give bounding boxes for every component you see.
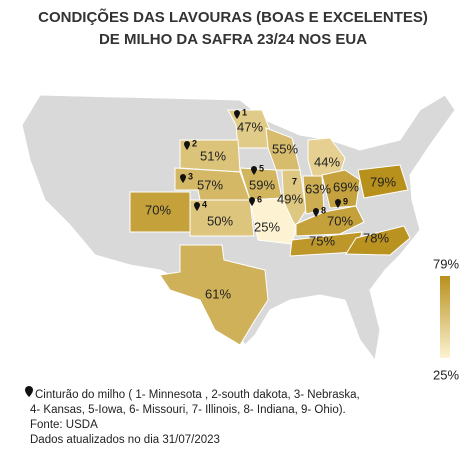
colorbar [440,276,450,358]
title-line: CONDIÇÕES DAS LAVOURAS (BOAS E EXCELENTE… [38,8,428,26]
marker-number: 7 [292,176,297,186]
state [249,197,297,245]
title-line: DE MILHO DA SAFRA 23/24 NOS EUA [99,31,367,48]
marker-number: 1 [242,107,247,117]
state-value-label: 75% [309,233,335,248]
marker-number: 5 [259,163,264,173]
marker-number: 6 [257,194,262,204]
colorbar-min-label: 25% [433,367,459,382]
marker-number: 8 [321,205,326,215]
footnote: 4- Kansas, 5-Iowa, 6- Missouri, 7- Illin… [30,404,346,416]
state [189,199,255,237]
state-value-label: 44% [314,154,340,169]
state-value-label: 79% [370,174,396,189]
pin-icon [313,208,319,217]
state-value-label: 59% [249,177,275,192]
state-value-label: 47% [237,119,263,134]
state-value-label: 69% [333,179,359,194]
state-value-label: 49% [277,191,303,206]
footnote: Fonte: USDA [30,419,98,431]
state [345,225,411,256]
pin-icon [180,174,186,183]
marker-number: 9 [343,196,348,206]
state [357,164,409,199]
footnote: Cinturão do milho ( 1- Minnesota , 2-sou… [35,389,360,401]
state [295,205,365,237]
state-value-label: 78% [363,230,389,245]
state-value-label: 57% [197,177,223,192]
marker-number: 2 [192,138,197,148]
pin-icon [234,110,240,119]
pin-icon [184,141,190,150]
state-value-label: 50% [207,213,233,228]
pin-icon [335,199,341,208]
state-value-label: 25% [254,219,280,234]
marker-number: 3 [188,171,193,181]
state-value-label: 61% [205,286,231,301]
pin-icon [194,202,200,211]
pin-icon [251,166,257,175]
pin-icon [25,386,33,397]
colorbar-max-label: 79% [433,256,459,271]
pin-icon [249,197,255,206]
state-value-label: 70% [145,202,171,217]
state-value-label: 70% [327,213,353,228]
state-value-label: 51% [200,148,226,163]
state [302,175,325,215]
state-value-label: 55% [272,141,298,156]
state-value-label: 63% [305,181,331,196]
state [321,169,361,209]
state [159,244,269,346]
marker-number: 4 [202,199,207,209]
footnote: Dados atualizados no dia 31/07/2023 [30,434,220,446]
